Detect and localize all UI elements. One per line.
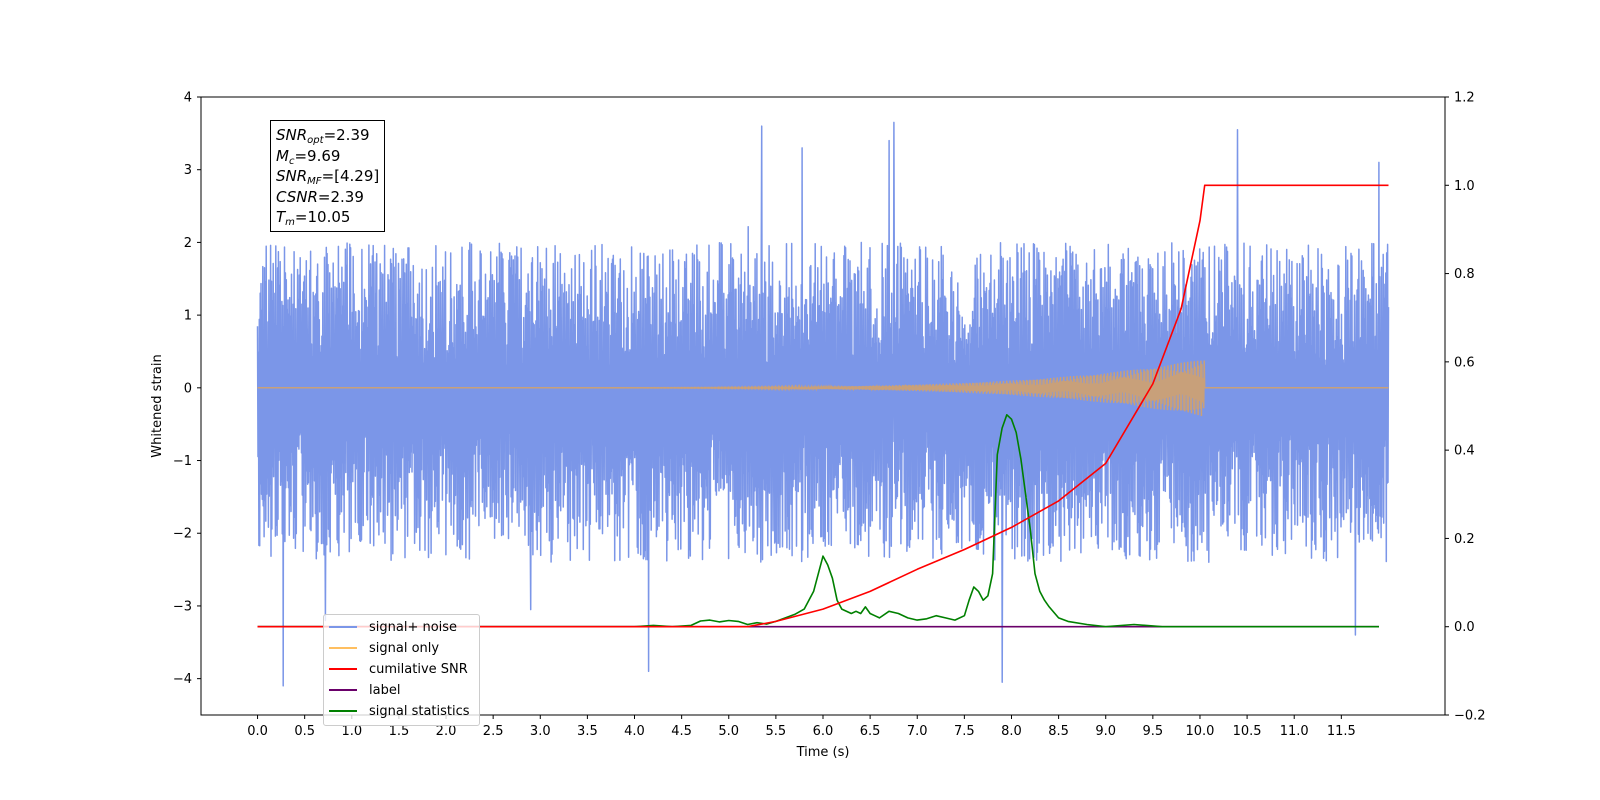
legend-item-signal-only: signal only — [329, 638, 439, 658]
x-tick-label: 0.5 — [294, 724, 315, 739]
series-signal-statistics — [257, 413, 1379, 628]
plot-area — [256, 121, 1390, 687]
y-axis-right: −0.2 0.0 0.2 0.4 0.6 0.8 1.0 1.2 — [1445, 91, 1486, 724]
y-tick-label: −3 — [173, 599, 192, 614]
snr-mf-stat: SNRMF=[4.29] — [276, 167, 380, 187]
x-tick-label: 5.5 — [766, 724, 787, 739]
legend-swatch — [329, 710, 357, 712]
y-axis-left: −4 −3 −2 −1 0 1 2 3 4 — [173, 91, 201, 687]
x-tick-label: 4.0 — [624, 724, 645, 739]
snr-opt-stat: SNRopt=2.39 — [276, 126, 370, 146]
y2-tick-label: 0.2 — [1454, 532, 1475, 547]
x-tick-label: 10.0 — [1185, 724, 1214, 739]
legend-swatch — [329, 689, 357, 691]
legend-swatch — [329, 668, 357, 670]
series-signal-noise — [256, 121, 1390, 687]
y2-tick-label: 0.8 — [1454, 267, 1475, 282]
x-tick-label: 7.5 — [954, 724, 975, 739]
x-tick-label: 3.0 — [530, 724, 551, 739]
y-tick-label: −4 — [173, 672, 192, 687]
series-cumulative-snr — [257, 184, 1389, 628]
y2-tick-label: 0.0 — [1454, 620, 1475, 635]
y-axis-label: Whitened strain — [150, 354, 165, 457]
x-tick-label: 11.0 — [1280, 724, 1309, 739]
y2-tick-label: 0.4 — [1454, 444, 1475, 459]
y-tick-label: 1 — [184, 309, 192, 324]
x-axis: 0.0 0.5 1.0 1.5 2.0 2.5 3.0 3.5 4.0 4.5 5.0 5.5 6.0 6… — [247, 715, 1356, 739]
merger-time-stat: Tm=10.05 — [276, 208, 351, 228]
y-tick-label: 2 — [184, 236, 192, 251]
series-signal-only — [257, 360, 1389, 417]
chirp-mass-stat: Mc=9.69 — [276, 146, 341, 167]
x-tick-label: 9.5 — [1143, 724, 1164, 739]
x-tick-label: 2.5 — [483, 724, 504, 739]
y2-tick-label: 0.6 — [1454, 355, 1475, 370]
y2-tick-label: 1.0 — [1454, 179, 1475, 194]
csnr-stat: CSNR=2.39 — [276, 187, 364, 206]
x-axis-label: Time (s) — [796, 745, 850, 760]
x-tick-label: 6.5 — [860, 724, 881, 739]
x-tick-label: 11.5 — [1327, 724, 1356, 739]
legend-item-label: label — [329, 680, 400, 700]
y-tick-label: 0 — [184, 381, 192, 396]
stats-annotation-box: SNRopt=2.39 Mc=9.69 SNRMF=[4.29] CSNR=2.… — [270, 120, 386, 232]
y-tick-label: −1 — [173, 454, 192, 469]
legend: signal+ noise signal only cumilative SNR… — [323, 614, 480, 726]
x-tick-label: 10.5 — [1233, 724, 1262, 739]
x-tick-label: 5.0 — [718, 724, 739, 739]
x-tick-label: 7.0 — [907, 724, 928, 739]
y-tick-label: −2 — [173, 527, 192, 542]
x-tick-label: 8.5 — [1048, 724, 1069, 739]
x-tick-label: 9.0 — [1095, 724, 1116, 739]
x-tick-label: 1.0 — [341, 724, 362, 739]
legend-item-cumulative-snr: cumilative SNR — [329, 659, 468, 679]
x-tick-label: 4.5 — [671, 724, 692, 739]
x-tick-label: 3.5 — [577, 724, 598, 739]
x-tick-label: 1.5 — [389, 724, 410, 739]
x-tick-label: 6.0 — [813, 724, 834, 739]
y-tick-label: 3 — [184, 163, 192, 178]
legend-swatch — [329, 626, 357, 628]
legend-item-signal-noise: signal+ noise — [329, 617, 457, 637]
legend-swatch — [329, 647, 357, 649]
y-tick-label: 4 — [184, 91, 192, 106]
y2-tick-label: 1.2 — [1454, 91, 1475, 106]
x-tick-label: 8.0 — [1001, 724, 1022, 739]
legend-item-signal-statistics: signal statistics — [329, 701, 470, 721]
x-tick-label: 0.0 — [247, 724, 268, 739]
y2-tick-label: −0.2 — [1454, 709, 1486, 724]
x-tick-label: 2.0 — [436, 724, 457, 739]
